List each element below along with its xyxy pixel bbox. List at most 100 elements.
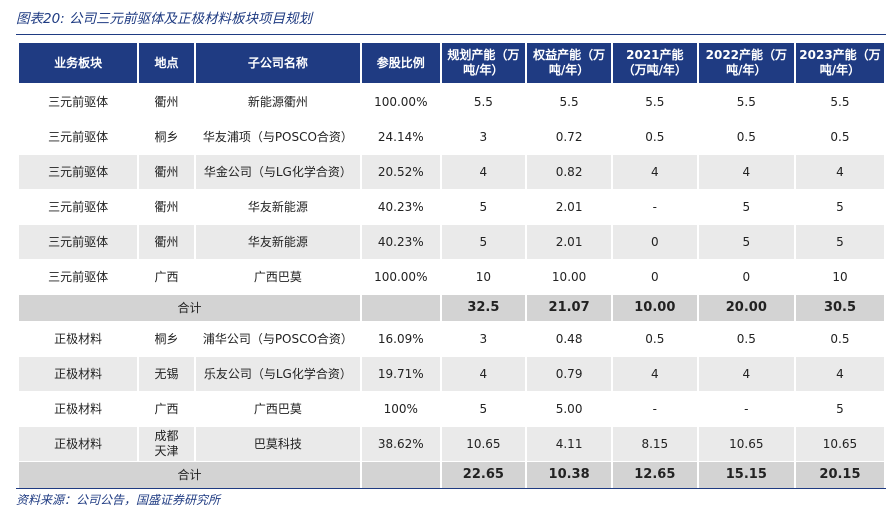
cell-2021: 0 bbox=[612, 260, 697, 295]
cell-2022: 4 bbox=[698, 357, 794, 392]
cell-2021: 5.5 bbox=[612, 85, 697, 120]
header-2022: 2022产能（万吨/年） bbox=[698, 43, 794, 85]
total-2022: 15.15 bbox=[698, 462, 794, 489]
header-row: 业务板块 地点 子公司名称 参股比例 规划产能（万吨/年） 权益产能（万吨/年）… bbox=[19, 43, 884, 85]
total-stake bbox=[362, 462, 440, 489]
cell-2023: 5.5 bbox=[795, 85, 884, 120]
total-2021: 10.00 bbox=[612, 295, 697, 322]
cell-company: 广西巴莫 bbox=[195, 392, 361, 427]
total-label: 合计 bbox=[19, 295, 361, 322]
location-line: 天津 bbox=[154, 444, 179, 458]
total-row: 合计 22.65 10.38 12.65 15.15 20.15 bbox=[19, 462, 884, 489]
cell-segment: 三元前驱体 bbox=[19, 85, 138, 120]
cell-equity: 0.48 bbox=[527, 322, 611, 357]
cell-segment: 正极材料 bbox=[19, 392, 138, 427]
cell-2021: 8.15 bbox=[612, 427, 697, 462]
cell-2021: - bbox=[612, 190, 697, 225]
cell-2023: 4 bbox=[795, 155, 884, 190]
cell-2021: 4 bbox=[612, 357, 697, 392]
table-row: 正极材料 成都 天津 巴莫科技 38.62% 10.65 4.11 8.15 1… bbox=[19, 427, 884, 462]
cell-company: 乐友公司（与LG化学合资） bbox=[195, 357, 361, 392]
header-stake: 参股比例 bbox=[362, 43, 440, 85]
cell-stake: 19.71% bbox=[362, 357, 440, 392]
table-row: 三元前驱体 衢州 新能源衢州 100.00% 5.5 5.5 5.5 5.5 5… bbox=[19, 85, 884, 120]
cell-2021: - bbox=[612, 392, 697, 427]
total-equity: 21.07 bbox=[527, 295, 611, 322]
cell-equity: 4.11 bbox=[527, 427, 611, 462]
cell-location: 衢州 bbox=[139, 155, 194, 190]
cell-stake: 40.23% bbox=[362, 190, 440, 225]
figure-title: 图表20: 公司三元前驱体及正极材料板块项目规划 bbox=[16, 4, 886, 35]
header-planned: 规划产能（万吨/年） bbox=[441, 43, 526, 85]
cell-location: 广西 bbox=[139, 260, 194, 295]
cell-segment: 三元前驱体 bbox=[19, 190, 138, 225]
cell-location: 衢州 bbox=[139, 85, 194, 120]
total-row: 合计 32.5 21.07 10.00 20.00 30.5 bbox=[19, 295, 884, 322]
cell-equity: 5.00 bbox=[527, 392, 611, 427]
cell-2022: - bbox=[698, 392, 794, 427]
cell-2021: 0.5 bbox=[612, 120, 697, 155]
cell-company: 华友浦项（与POSCO合资） bbox=[195, 120, 361, 155]
cell-segment: 三元前驱体 bbox=[19, 260, 138, 295]
table-row: 三元前驱体 桐乡 华友浦项（与POSCO合资） 24.14% 3 0.72 0.… bbox=[19, 120, 884, 155]
table-row: 三元前驱体 衢州 华友新能源 40.23% 5 2.01 0 5 5 bbox=[19, 225, 884, 260]
cell-company: 广西巴莫 bbox=[195, 260, 361, 295]
cell-2022: 5 bbox=[698, 190, 794, 225]
cell-equity: 0.79 bbox=[527, 357, 611, 392]
cell-stake: 38.62% bbox=[362, 427, 440, 462]
total-2023: 20.15 bbox=[795, 462, 884, 489]
cell-2022: 0.5 bbox=[698, 120, 794, 155]
total-stake bbox=[362, 295, 440, 322]
table-row: 三元前驱体 衢州 华金公司（与LG化学合资） 20.52% 4 0.82 4 4… bbox=[19, 155, 884, 190]
table-row: 正极材料 无锡 乐友公司（与LG化学合资） 19.71% 4 0.79 4 4 … bbox=[19, 357, 884, 392]
cell-planned: 10.65 bbox=[441, 427, 526, 462]
cell-stake: 24.14% bbox=[362, 120, 440, 155]
cell-2022: 10.65 bbox=[698, 427, 794, 462]
cell-planned: 3 bbox=[441, 120, 526, 155]
cell-location: 桐乡 bbox=[139, 322, 194, 357]
cell-stake: 40.23% bbox=[362, 225, 440, 260]
table-row: 三元前驱体 衢州 华友新能源 40.23% 5 2.01 - 5 5 bbox=[19, 190, 884, 225]
cell-planned: 3 bbox=[441, 322, 526, 357]
cell-location: 成都 天津 bbox=[139, 427, 194, 462]
cell-2022: 0.5 bbox=[698, 322, 794, 357]
cell-stake: 100% bbox=[362, 392, 440, 427]
total-planned: 22.65 bbox=[441, 462, 526, 489]
cell-2023: 10 bbox=[795, 260, 884, 295]
cell-segment: 三元前驱体 bbox=[19, 155, 138, 190]
total-planned: 32.5 bbox=[441, 295, 526, 322]
cell-2023: 10.65 bbox=[795, 427, 884, 462]
cell-planned: 5 bbox=[441, 392, 526, 427]
cell-2022: 4 bbox=[698, 155, 794, 190]
cell-2023: 4 bbox=[795, 357, 884, 392]
cell-stake: 16.09% bbox=[362, 322, 440, 357]
total-2023: 30.5 bbox=[795, 295, 884, 322]
cell-planned: 5.5 bbox=[441, 85, 526, 120]
cell-planned: 5 bbox=[441, 190, 526, 225]
cell-2021: 0 bbox=[612, 225, 697, 260]
cell-location: 无锡 bbox=[139, 357, 194, 392]
total-2022: 20.00 bbox=[698, 295, 794, 322]
cell-equity: 0.72 bbox=[527, 120, 611, 155]
header-equity: 权益产能（万吨/年） bbox=[527, 43, 611, 85]
total-label: 合计 bbox=[19, 462, 361, 489]
header-2021: 2021产能（万吨/年） bbox=[612, 43, 697, 85]
cell-stake: 100.00% bbox=[362, 85, 440, 120]
table-row: 正极材料 桐乡 浦华公司（与POSCO合资） 16.09% 3 0.48 0.5… bbox=[19, 322, 884, 357]
cell-segment: 正极材料 bbox=[19, 427, 138, 462]
cell-2022: 5 bbox=[698, 225, 794, 260]
total-equity: 10.38 bbox=[527, 462, 611, 489]
cell-equity: 5.5 bbox=[527, 85, 611, 120]
cell-segment: 正极材料 bbox=[19, 357, 138, 392]
cell-2023: 5 bbox=[795, 190, 884, 225]
header-location: 地点 bbox=[139, 43, 194, 85]
cell-location: 桐乡 bbox=[139, 120, 194, 155]
cell-2023: 5 bbox=[795, 225, 884, 260]
cell-company: 巴莫科技 bbox=[195, 427, 361, 462]
cell-stake: 20.52% bbox=[362, 155, 440, 190]
cell-equity: 10.00 bbox=[527, 260, 611, 295]
header-segment: 业务板块 bbox=[19, 43, 138, 85]
cell-2023: 0.5 bbox=[795, 120, 884, 155]
cell-2022: 0 bbox=[698, 260, 794, 295]
cell-equity: 2.01 bbox=[527, 225, 611, 260]
